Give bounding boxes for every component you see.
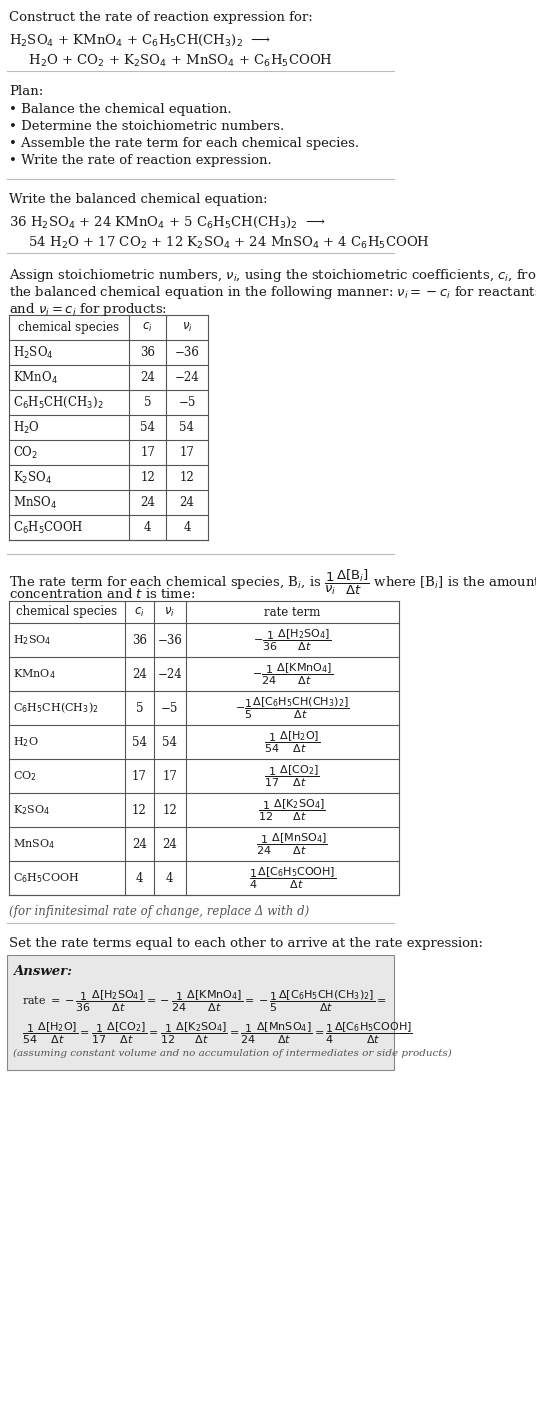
- Text: $-\dfrac{1}{36}\dfrac{\Delta[\mathrm{H_2SO_4}]}{\Delta t}$: $-\dfrac{1}{36}\dfrac{\Delta[\mathrm{H_2…: [253, 627, 331, 652]
- Text: chemical species: chemical species: [17, 606, 117, 619]
- Text: The rate term for each chemical species, B$_i$, is $\dfrac{1}{\nu_i}\dfrac{\Delt: The rate term for each chemical species,…: [9, 568, 536, 598]
- Text: 24: 24: [132, 838, 147, 851]
- Text: MnSO$_4$: MnSO$_4$: [13, 837, 55, 851]
- Text: 24: 24: [140, 496, 155, 509]
- Text: K$_2$SO$_4$: K$_2$SO$_4$: [13, 470, 53, 485]
- Text: 4: 4: [136, 872, 143, 884]
- Text: and $\nu_i = c_i$ for products:: and $\nu_i = c_i$ for products:: [9, 301, 167, 318]
- Text: Write the balanced chemical equation:: Write the balanced chemical equation:: [9, 193, 267, 207]
- Text: 54 H$_2$O + 17 CO$_2$ + 12 K$_2$SO$_4$ + 24 MnSO$_4$ + 4 C$_6$H$_5$COOH: 54 H$_2$O + 17 CO$_2$ + 12 K$_2$SO$_4$ +…: [20, 235, 430, 252]
- Text: C$_6$H$_5$COOH: C$_6$H$_5$COOH: [13, 519, 84, 536]
- Text: H$_2$SO$_4$ + KMnO$_4$ + C$_6$H$_5$CH(CH$_3$)$_2$  ⟶: H$_2$SO$_4$ + KMnO$_4$ + C$_6$H$_5$CH(CH…: [9, 32, 271, 48]
- Text: $\nu_i$: $\nu_i$: [182, 321, 192, 335]
- Text: • Write the rate of reaction expression.: • Write the rate of reaction expression.: [9, 155, 272, 167]
- Text: rate $= -\dfrac{1}{36}\dfrac{\Delta[\mathrm{H_2SO_4}]}{\Delta t} = -\dfrac{1}{24: rate $= -\dfrac{1}{36}\dfrac{\Delta[\mat…: [23, 988, 388, 1015]
- Text: 54: 54: [162, 735, 177, 748]
- Text: 24: 24: [162, 838, 177, 851]
- Text: $\dfrac{1}{17}\dfrac{\Delta[\mathrm{CO_2}]}{\Delta t}$: $\dfrac{1}{17}\dfrac{\Delta[\mathrm{CO_2…: [264, 763, 320, 789]
- Text: 24: 24: [132, 668, 147, 681]
- Text: 54: 54: [140, 420, 155, 434]
- Text: $-\dfrac{1}{24}\dfrac{\Delta[\mathrm{KMnO_4}]}{\Delta t}$: $-\dfrac{1}{24}\dfrac{\Delta[\mathrm{KMn…: [251, 661, 333, 686]
- Text: • Determine the stoichiometric numbers.: • Determine the stoichiometric numbers.: [9, 120, 284, 134]
- Text: 5: 5: [144, 396, 151, 409]
- Text: KMnO$_4$: KMnO$_4$: [13, 370, 58, 385]
- Text: 54: 54: [180, 420, 195, 434]
- Text: 12: 12: [132, 803, 147, 817]
- Text: 24: 24: [140, 371, 155, 384]
- Text: C$_6$H$_5$COOH: C$_6$H$_5$COOH: [13, 872, 79, 884]
- Text: rate term: rate term: [264, 606, 321, 619]
- Text: 36: 36: [132, 634, 147, 647]
- Text: 17: 17: [162, 769, 177, 783]
- Text: CO$_2$: CO$_2$: [13, 769, 36, 783]
- Text: $\dfrac{1}{54}\dfrac{\Delta[\mathrm{H_2O}]}{\Delta t}$: $\dfrac{1}{54}\dfrac{\Delta[\mathrm{H_2O…: [264, 730, 321, 755]
- Text: 4: 4: [183, 522, 191, 534]
- Text: $\nu_i$: $\nu_i$: [165, 606, 175, 619]
- Text: $\dfrac{1}{12}\dfrac{\Delta[\mathrm{K_2SO_4}]}{\Delta t}$: $\dfrac{1}{12}\dfrac{\Delta[\mathrm{K_2S…: [258, 797, 326, 823]
- Text: −24: −24: [158, 668, 182, 681]
- Text: KMnO$_4$: KMnO$_4$: [13, 666, 55, 681]
- Text: $\dfrac{1}{4}\dfrac{\Delta[\mathrm{C_6H_5COOH}]}{\Delta t}$: $\dfrac{1}{4}\dfrac{\Delta[\mathrm{C_6H_…: [249, 865, 336, 891]
- Text: −5: −5: [178, 396, 196, 409]
- Text: • Assemble the rate term for each chemical species.: • Assemble the rate term for each chemic…: [9, 136, 359, 150]
- Text: 24: 24: [180, 496, 195, 509]
- Text: H$_2$O + CO$_2$ + K$_2$SO$_4$ + MnSO$_4$ + C$_6$H$_5$COOH: H$_2$O + CO$_2$ + K$_2$SO$_4$ + MnSO$_4$…: [20, 53, 333, 69]
- Text: C$_6$H$_5$CH(CH$_3$)$_2$: C$_6$H$_5$CH(CH$_3$)$_2$: [13, 700, 99, 716]
- Text: $c_i$: $c_i$: [134, 606, 145, 619]
- Text: Set the rate terms equal to each other to arrive at the rate expression:: Set the rate terms equal to each other t…: [9, 936, 483, 950]
- Text: • Balance the chemical equation.: • Balance the chemical equation.: [9, 103, 232, 117]
- Text: $\dfrac{1}{24}\dfrac{\Delta[\mathrm{MnSO_4}]}{\Delta t}$: $\dfrac{1}{24}\dfrac{\Delta[\mathrm{MnSO…: [256, 831, 328, 856]
- Text: 5: 5: [136, 702, 143, 714]
- Text: $c_i$: $c_i$: [142, 321, 153, 335]
- Text: $-\dfrac{1}{5}\dfrac{\Delta[\mathrm{C_6H_5CH(CH_3)_2}]}{\Delta t}$: $-\dfrac{1}{5}\dfrac{\Delta[\mathrm{C_6H…: [235, 695, 349, 721]
- Text: the balanced chemical equation in the following manner: $\nu_i = -c_i$ for react: the balanced chemical equation in the fo…: [9, 284, 536, 301]
- FancyBboxPatch shape: [8, 955, 394, 1070]
- Text: 36: 36: [140, 346, 155, 359]
- Text: −36: −36: [175, 346, 199, 359]
- Text: Construct the rate of reaction expression for:: Construct the rate of reaction expressio…: [9, 11, 312, 24]
- Text: 17: 17: [140, 446, 155, 458]
- Text: −5: −5: [161, 702, 178, 714]
- Text: 4: 4: [144, 522, 151, 534]
- Text: 17: 17: [180, 446, 195, 458]
- Text: (assuming constant volume and no accumulation of intermediates or side products): (assuming constant volume and no accumul…: [13, 1049, 451, 1059]
- Text: Plan:: Plan:: [9, 84, 43, 98]
- Text: 36 H$_2$SO$_4$ + 24 KMnO$_4$ + 5 C$_6$H$_5$CH(CH$_3$)$_2$  ⟶: 36 H$_2$SO$_4$ + 24 KMnO$_4$ + 5 C$_6$H$…: [9, 215, 326, 231]
- Text: H$_2$O: H$_2$O: [13, 419, 40, 436]
- Text: Assign stoichiometric numbers, $\nu_i$, using the stoichiometric coefficients, $: Assign stoichiometric numbers, $\nu_i$, …: [9, 267, 536, 284]
- Text: 17: 17: [132, 769, 147, 783]
- Text: H$_2$SO$_4$: H$_2$SO$_4$: [13, 344, 54, 360]
- Text: 12: 12: [162, 803, 177, 817]
- Text: (for infinitesimal rate of change, replace Δ with d): (for infinitesimal rate of change, repla…: [9, 905, 309, 918]
- Text: −24: −24: [175, 371, 199, 384]
- Text: 12: 12: [180, 471, 195, 484]
- Text: $\dfrac{1}{54}\dfrac{\Delta[\mathrm{H_2O}]}{\Delta t} = \dfrac{1}{17}\dfrac{\Del: $\dfrac{1}{54}\dfrac{\Delta[\mathrm{H_2O…: [23, 1021, 413, 1046]
- Text: MnSO$_4$: MnSO$_4$: [13, 495, 58, 510]
- Text: chemical species: chemical species: [18, 321, 120, 335]
- Text: Answer:: Answer:: [13, 965, 72, 979]
- Text: 4: 4: [166, 872, 174, 884]
- Text: CO$_2$: CO$_2$: [13, 444, 39, 461]
- Text: −36: −36: [157, 634, 182, 647]
- Text: C$_6$H$_5$CH(CH$_3$)$_2$: C$_6$H$_5$CH(CH$_3$)$_2$: [13, 395, 104, 411]
- Text: concentration and $t$ is time:: concentration and $t$ is time:: [9, 586, 196, 600]
- Text: H$_2$O: H$_2$O: [13, 735, 38, 749]
- Text: 54: 54: [132, 735, 147, 748]
- Text: H$_2$SO$_4$: H$_2$SO$_4$: [13, 633, 51, 647]
- Text: 12: 12: [140, 471, 155, 484]
- Text: K$_2$SO$_4$: K$_2$SO$_4$: [13, 803, 50, 817]
